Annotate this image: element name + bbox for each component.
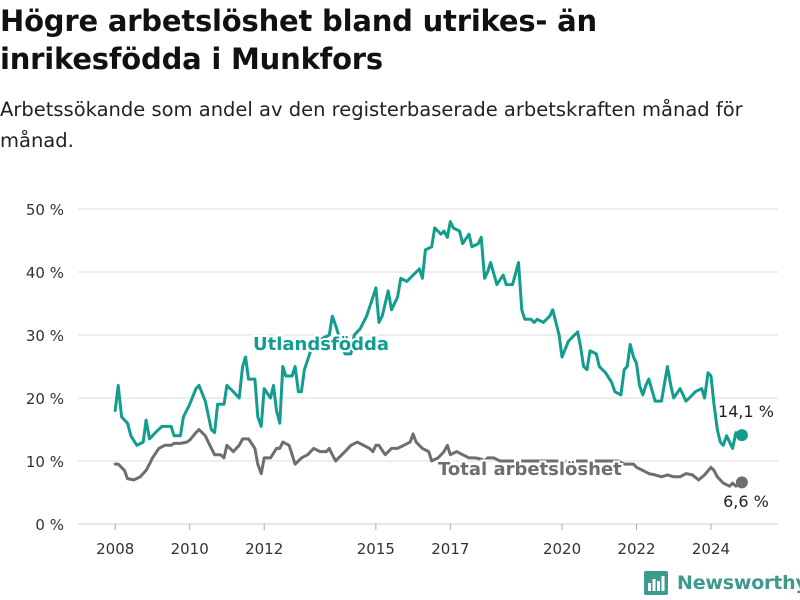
endpoint-dot-utlandsfodda	[735, 429, 748, 442]
endpoint-dot-total	[735, 476, 748, 489]
end-value-label-total: 6,6 %	[723, 492, 769, 511]
y-tick-label: 30 %	[26, 327, 64, 345]
y-tick-label: 20 %	[26, 390, 64, 408]
y-tick-label: 0 %	[35, 516, 64, 534]
chart-subtitle: Arbetssökande som andel av den registerb…	[0, 98, 743, 152]
y-tick-label: 10 %	[26, 453, 64, 471]
x-tick-label: 2022	[617, 540, 655, 558]
x-tick-label: 2020	[543, 540, 581, 558]
x-tick-label: 2008	[96, 540, 134, 558]
x-tick-label: 2012	[245, 540, 283, 558]
series-label-total: Total arbetslöshet	[438, 459, 622, 480]
brand-logo[interactable]: Newsworthy	[644, 569, 800, 597]
y-tick-label: 50 %	[26, 201, 64, 219]
brand-name: Newsworthy	[677, 572, 800, 594]
x-tick-label: 2024	[692, 540, 730, 558]
end-value-label-utlandsfodda: 14,1 %	[718, 402, 774, 421]
x-tick-label: 2015	[357, 540, 395, 558]
series-line-utlandsfodda	[113, 220, 744, 450]
chart-title: Högre arbetslöshet bland utrikes- än inr…	[0, 4, 597, 76]
y-tick-label: 40 %	[26, 264, 64, 282]
x-tick-label: 2010	[171, 540, 209, 558]
series-label-utlandsfodda: Utlandsfödda	[253, 334, 389, 355]
x-tick-label: 2017	[431, 540, 469, 558]
bar-chart-icon	[644, 571, 668, 595]
series-line-total	[113, 428, 744, 488]
